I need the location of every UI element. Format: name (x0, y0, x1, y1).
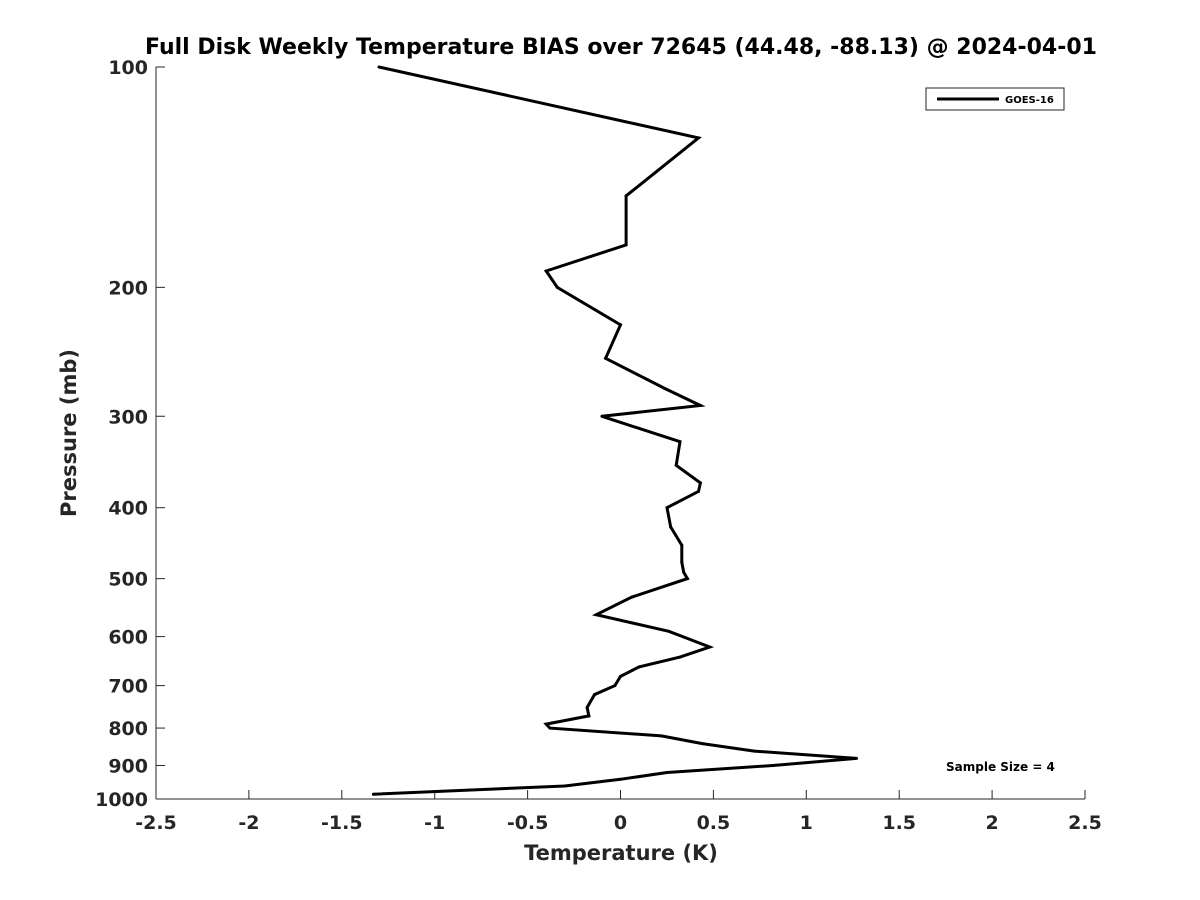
data-point (377, 65, 381, 69)
data-point (697, 489, 700, 493)
x-ticks: -2.5 -2 -1.5 -1 -0.5 0 0.5 1 1.5 2 2.5 (135, 790, 1102, 834)
data-point (624, 243, 628, 247)
data-point (700, 742, 704, 746)
data-point (624, 194, 628, 198)
y-tick-label: 900 (108, 756, 148, 778)
data-point (600, 414, 604, 418)
sample-size-annotation: Sample Size = 4 (946, 760, 1055, 774)
y-tick-label: 600 (108, 627, 148, 649)
x-tick-label: -1 (424, 812, 445, 834)
data-point (563, 784, 567, 788)
x-tick-label: -2.5 (135, 812, 177, 834)
x-tick-label: 1 (800, 812, 813, 834)
data-point (685, 577, 689, 581)
legend: GOES-16 (925, 87, 1065, 111)
data-point (548, 726, 552, 730)
data-point (680, 560, 684, 564)
data-point (659, 734, 663, 738)
data-point (752, 749, 756, 753)
y-tick-label: 400 (108, 498, 148, 520)
legend-label-goes-16: GOES-16 (1005, 95, 1054, 106)
y-tick-label: 700 (108, 676, 148, 698)
x-tick-label: -1.5 (321, 812, 363, 834)
y-axis-label: Pressure (mb) (57, 349, 81, 517)
data-point (680, 543, 684, 547)
data-point (855, 756, 858, 760)
data-point (593, 693, 596, 697)
y-ticks: 100 200 300 400 500 600 700 800 900 1000 (95, 57, 165, 811)
data-point (682, 570, 686, 574)
x-tick-label: -0.5 (507, 812, 549, 834)
x-tick-label: 2 (985, 812, 998, 834)
data-point (544, 722, 548, 726)
data-point (619, 323, 622, 327)
data-point (665, 506, 669, 510)
data-point (613, 684, 617, 688)
data-point (604, 356, 608, 360)
plot-area (156, 67, 1085, 799)
x-tick-label: 2.5 (1068, 812, 1102, 834)
data-point (678, 655, 682, 659)
x-tick-label: 1.5 (882, 812, 916, 834)
y-tick-label: 300 (108, 406, 148, 428)
data-point (585, 706, 589, 709)
y-tick-label: 1000 (95, 789, 148, 811)
data-point (667, 629, 671, 633)
x-axis-label: Temperature (K) (524, 841, 718, 865)
series-points (371, 65, 858, 796)
data-point (619, 674, 622, 678)
x-tick-label: -2 (238, 812, 259, 834)
data-point (663, 387, 667, 391)
data-point (619, 777, 622, 781)
data-point (587, 714, 591, 718)
x-tick-label: 0.5 (697, 812, 731, 834)
y-tick-label: 100 (108, 57, 148, 79)
data-point (555, 285, 559, 289)
data-point (371, 792, 375, 796)
data-point (698, 404, 702, 407)
data-point (678, 440, 682, 444)
y-tick-label: 800 (108, 718, 148, 740)
data-point (637, 665, 641, 669)
data-point (669, 525, 673, 529)
data-point (544, 269, 548, 273)
data-point (665, 771, 669, 774)
data-point (674, 463, 678, 467)
x-tick-label: 0 (614, 812, 627, 834)
y-tick-label: 200 (108, 277, 148, 299)
data-point (630, 595, 634, 599)
data-point (708, 645, 712, 649)
chart-title: Full Disk Weekly Temperature BIAS over 7… (145, 35, 1097, 60)
data-point (698, 481, 702, 485)
y-tick-label: 500 (108, 569, 148, 591)
data-point (697, 136, 700, 140)
data-point (771, 764, 775, 767)
data-point (594, 613, 598, 617)
